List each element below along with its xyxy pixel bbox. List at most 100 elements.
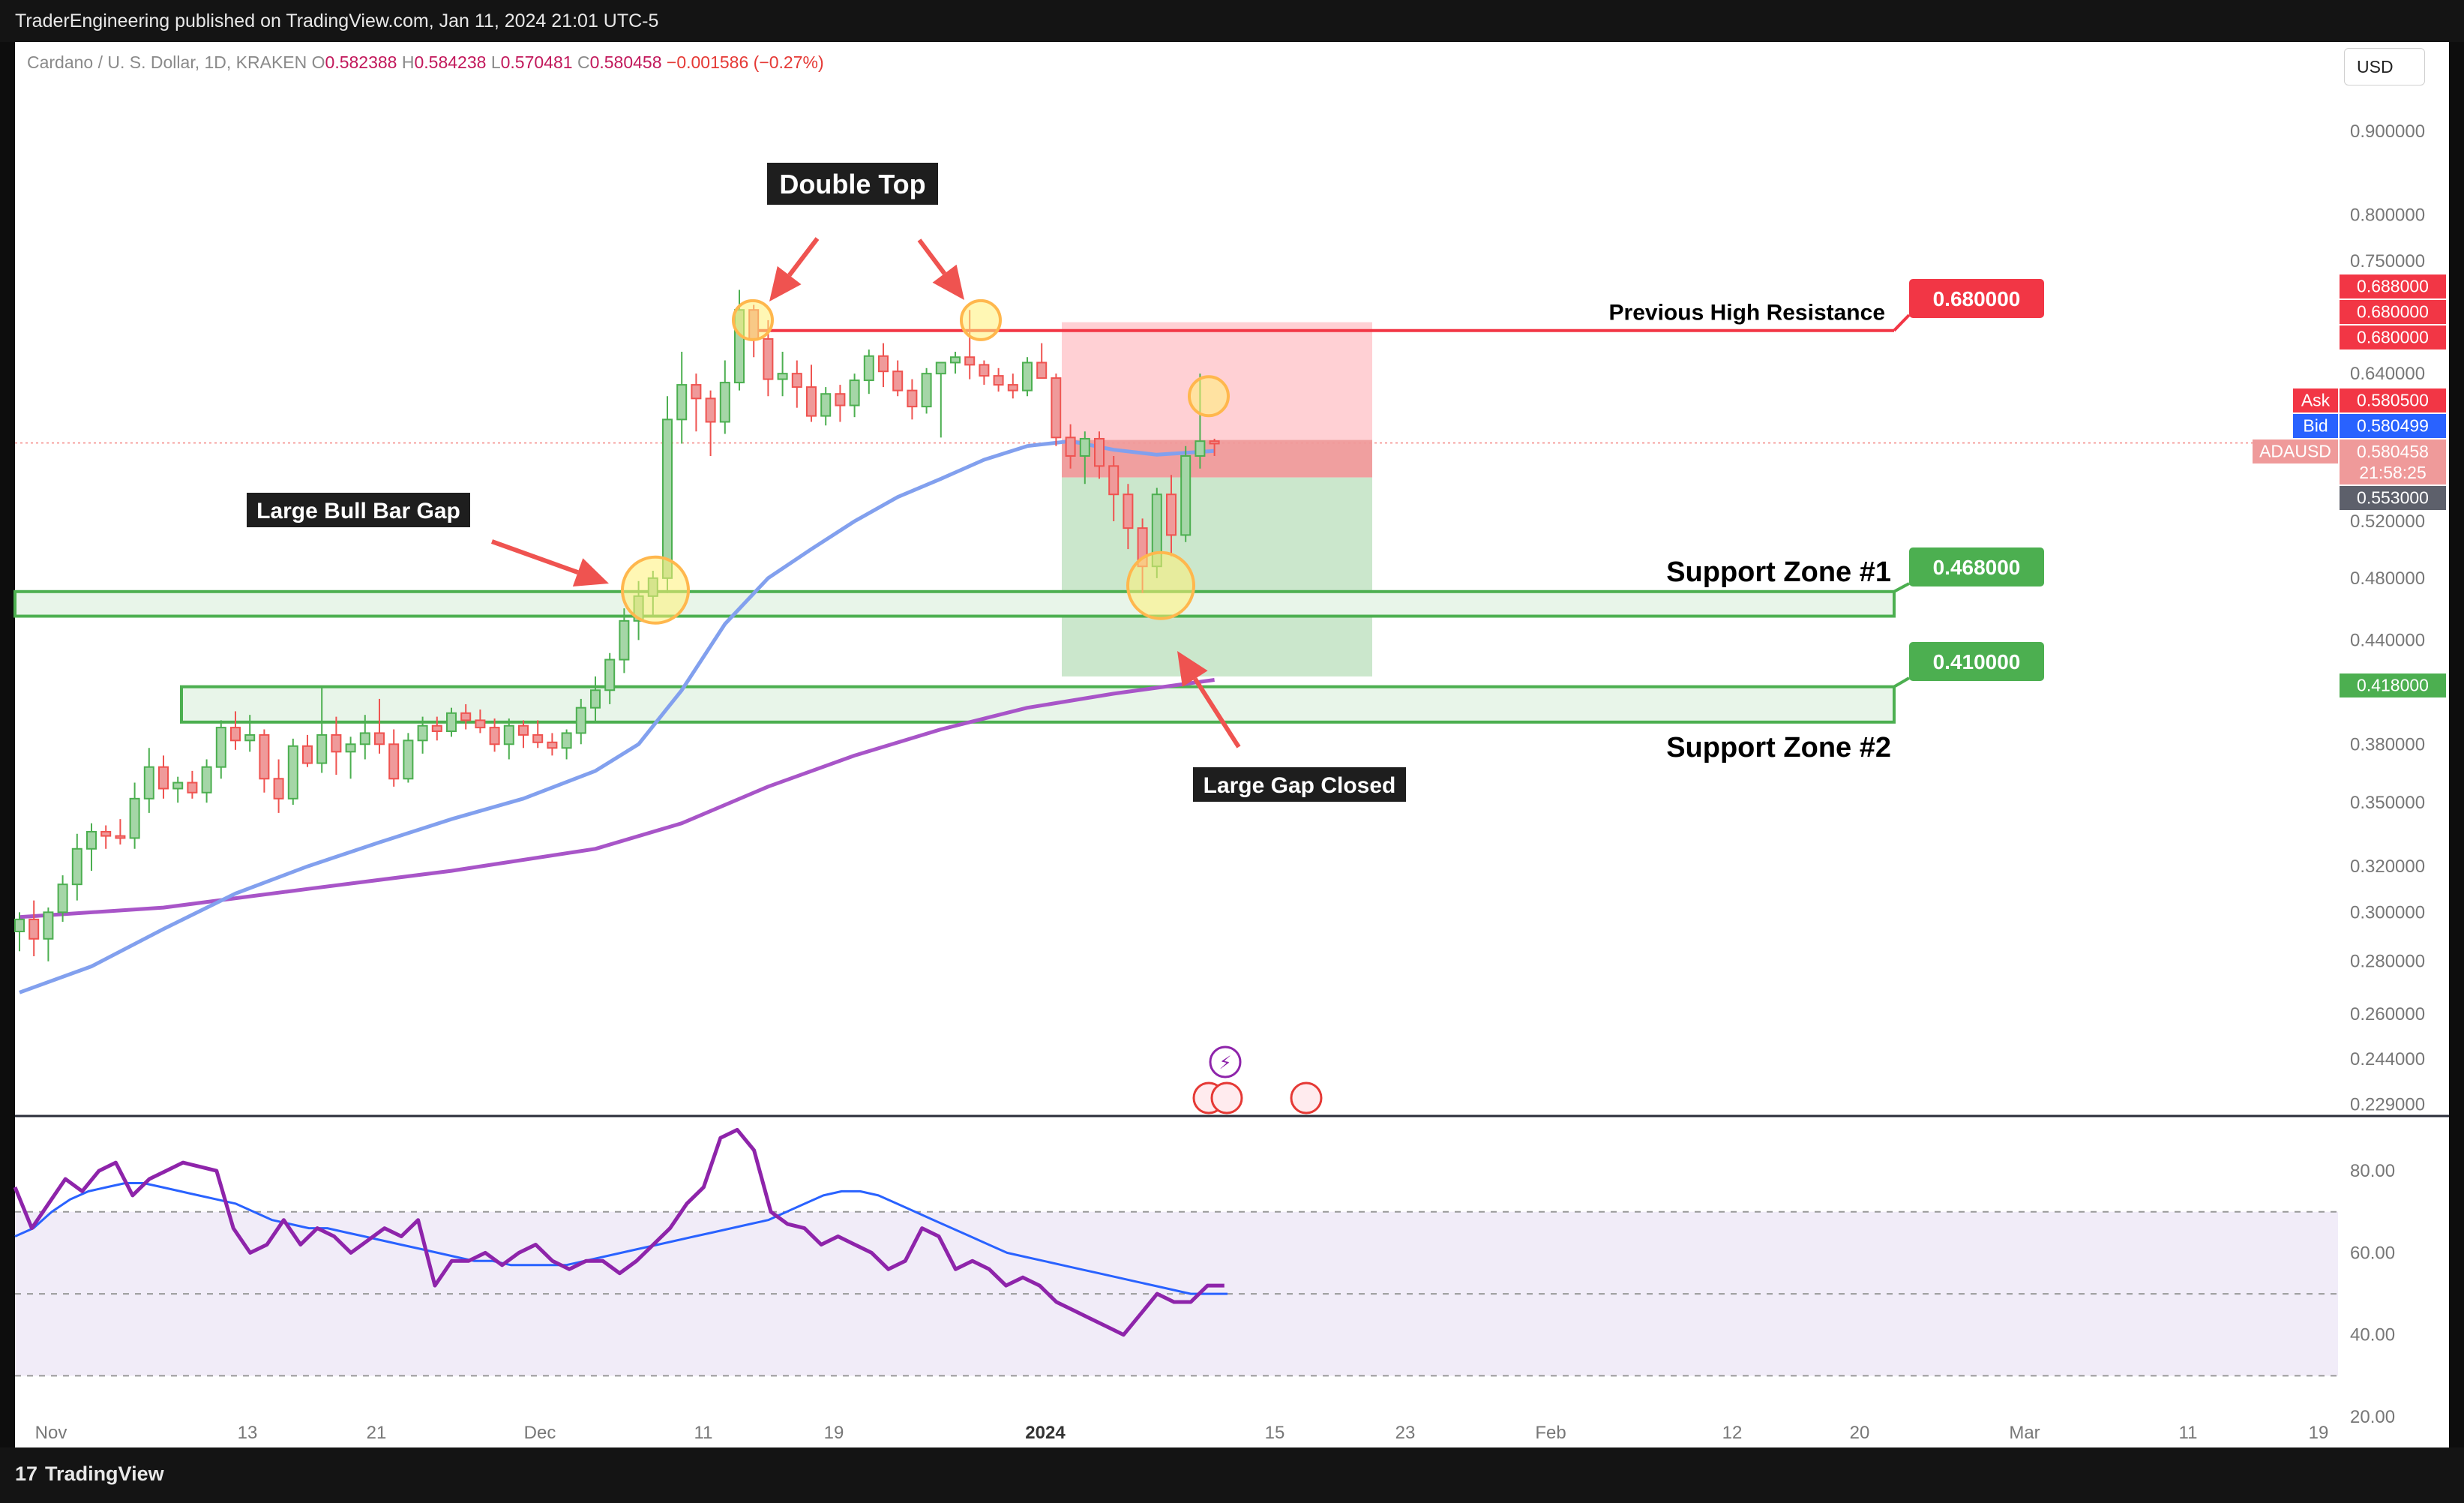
highlight-circle: [621, 555, 690, 625]
footer-bar: 17 TradingView: [0, 1448, 2464, 1503]
candle-body: [835, 393, 846, 406]
candle-body: [604, 658, 616, 692]
lightning-event-icon: [1209, 1046, 1242, 1078]
support-badge-box: [2340, 674, 2446, 698]
candle-body: [201, 766, 212, 794]
x-tick-label: 2024: [1025, 1423, 1066, 1443]
countdown-text: 21:58:25: [2359, 463, 2427, 482]
symbol-legend: Cardano / U. S. Dollar, 1D, KRAKEN O0.58…: [27, 52, 824, 73]
candle-body: [460, 712, 472, 722]
candle-body: [172, 782, 184, 790]
resistance-callout-box: [1909, 279, 2044, 318]
last-price-badge-box: [2340, 440, 2446, 484]
candle-body: [374, 732, 385, 746]
reward-zone-box: [1062, 477, 1372, 676]
rsi-tick-label: 80.00: [2350, 1161, 2395, 1181]
annotation-label: Large Gap Closed: [1204, 773, 1396, 798]
rsi-tick-label: 40.00: [2350, 1325, 2395, 1346]
candle-body: [115, 835, 126, 839]
y-tick-label: 0.800000: [2350, 206, 2425, 226]
tradingview-logo: 17 TradingView: [15, 1462, 164, 1486]
support-2-callout-box: [1909, 642, 2044, 681]
candle-body: [863, 355, 874, 382]
tp-badge-1-box: [2340, 274, 2446, 298]
y-tick-label: 0.640000: [2350, 364, 2425, 384]
annotation-label-box: [766, 161, 940, 206]
candle-body: [86, 830, 97, 850]
y-tick-label: 0.440000: [2350, 630, 2425, 650]
candle-body: [964, 356, 976, 366]
highlight-circle: [732, 298, 774, 341]
ask-badge-box: [2340, 388, 2446, 412]
annotation-label-box: [1192, 766, 1407, 803]
rsi-tick-label: 60.00: [2350, 1243, 2395, 1263]
symbol-badge-box: [2253, 440, 2338, 464]
candle-body: [1094, 437, 1105, 467]
tradingview-logo-icon: 17: [15, 1462, 38, 1485]
gap-closed-arrow-head: [1177, 651, 1208, 687]
candle-body: [878, 355, 889, 373]
stop-badge-box: [2340, 486, 2446, 510]
candle-body: [345, 743, 356, 753]
candle-body: [935, 362, 946, 375]
candle-body: [158, 766, 169, 790]
candle-body: [1036, 362, 1048, 380]
currency-button[interactable]: USD: [2344, 48, 2425, 86]
bid-label-badge-box: [2293, 414, 2338, 438]
high-label: H: [401, 52, 415, 72]
y-tick-label: 0.380000: [2350, 734, 2425, 754]
y-tick-label: 0.260000: [2350, 1004, 2425, 1024]
lightning-event-glyph: ⚡: [1219, 1052, 1232, 1073]
symbol-badge-text: ADAUSD: [2259, 442, 2331, 461]
y-tick-label: 0.750000: [2350, 251, 2425, 272]
candle-body: [28, 918, 40, 940]
y-tick-label: 0.900000: [2350, 122, 2425, 142]
candle-body: [244, 734, 256, 742]
support-badge-text: 0.418000: [2357, 676, 2429, 695]
y-tick-label: 0.300000: [2350, 902, 2425, 922]
candle-body: [259, 734, 270, 780]
candle-body: [129, 797, 140, 839]
candle-body: [43, 911, 54, 940]
support-zone-1: [13, 590, 1896, 618]
resistance-label: Previous High Resistance: [1609, 301, 1885, 326]
candle-body: [431, 724, 442, 732]
candle-body: [590, 689, 601, 709]
ask-label-badge-text: Ask: [2301, 391, 2331, 410]
y-tick-label: 0.320000: [2350, 856, 2425, 877]
candle-body: [1209, 440, 1220, 445]
fast-moving-average: [19, 439, 1215, 994]
us-flag-event-icon: [1210, 1082, 1243, 1114]
y-tick-label: 0.520000: [2350, 512, 2425, 532]
candle-body: [316, 734, 328, 764]
x-tick-label: Dec: [524, 1423, 556, 1443]
change-value: −0.001586 (−0.27%): [666, 52, 824, 72]
support-zone-1-label: Support Zone #1: [1666, 556, 1891, 588]
candle-body: [302, 745, 313, 764]
candle-body: [489, 727, 500, 746]
y-tick-label: 0.280000: [2350, 952, 2425, 972]
annotation-label-box: [245, 491, 472, 529]
highlight-circle: [1188, 375, 1230, 418]
candle-body: [475, 719, 486, 729]
candle-body: [417, 724, 428, 742]
gap-closed-arrow-shaft: [1193, 677, 1241, 748]
tradingview-logo-text: TradingView: [45, 1462, 164, 1485]
candle-body: [619, 620, 630, 661]
candle-body: [763, 338, 774, 380]
candle-body: [1166, 494, 1177, 536]
support-1-callout-box: [1909, 548, 2044, 586]
candle-body: [1051, 377, 1062, 439]
high-value: 0.584238: [414, 52, 487, 72]
y-tick-label: 0.350000: [2350, 793, 2425, 813]
candle-body: [547, 741, 558, 749]
highlight-circle: [960, 298, 1002, 341]
open-label: O: [311, 52, 325, 72]
bull-gap-arrow-head: [572, 558, 609, 586]
candle-body: [230, 727, 241, 742]
publish-info: TraderEngineering published on TradingVi…: [15, 10, 659, 32]
support-1-callout-text: 0.468000: [1933, 556, 2021, 579]
candle-body: [215, 727, 226, 768]
publish-bar: TraderEngineering published on TradingVi…: [0, 0, 2464, 42]
